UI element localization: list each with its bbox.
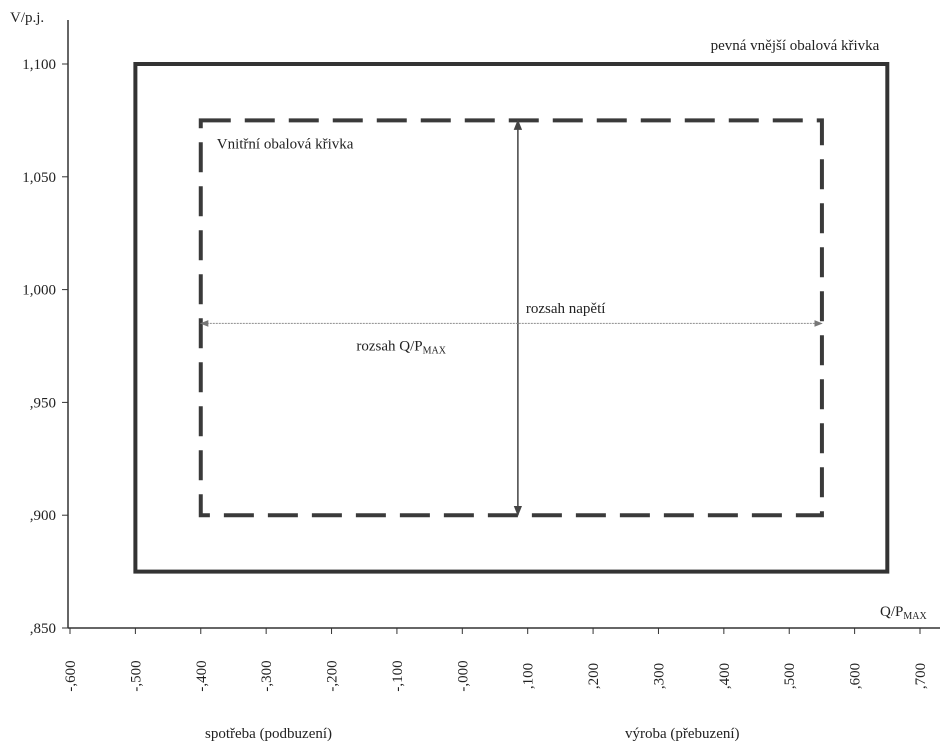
x-tick-label: -,500 <box>128 660 144 691</box>
x-axis-label: Q/PMAX <box>880 604 927 622</box>
legend-label: pevná vnější obalová křivka <box>711 38 880 54</box>
envelope <box>198 118 824 518</box>
x-tick-label: ,200 <box>586 663 602 689</box>
envelope <box>133 62 890 574</box>
x-tick-label: -,300 <box>259 660 275 691</box>
arrow-label-main: rozsah Q/P <box>356 338 422 354</box>
y-tick-label: 1,000 <box>22 283 56 299</box>
y-tick-label: 1,050 <box>22 170 56 186</box>
y-axis-label: V/p.j. <box>10 10 44 26</box>
x-tick-label: -,000 <box>455 660 471 691</box>
x-axis-label-sub: MAX <box>903 611 927 622</box>
arrow-label: rozsah napětí <box>526 301 606 317</box>
region-label: spotřeba (podbuzení) <box>205 726 332 742</box>
legend-label: Vnitřní obalová křivka <box>217 136 354 152</box>
y-tick-label: ,900 <box>30 508 56 524</box>
x-tick-label: -,400 <box>194 660 210 691</box>
region-label: výroba (přebuzení) <box>625 726 740 742</box>
x-tick-label: -,600 <box>63 660 79 691</box>
x-tick-label: ,500 <box>782 663 798 689</box>
x-axis-label-main: Q/P <box>880 604 903 620</box>
x-tick-label: -,200 <box>325 660 341 691</box>
x-tick-label: ,400 <box>717 663 733 689</box>
x-tick-label: ,300 <box>651 663 667 689</box>
y-tick-label: ,950 <box>30 395 56 411</box>
x-tick-label: ,100 <box>521 663 537 689</box>
x-tick-label: -,100 <box>390 660 406 691</box>
x-tick-label: ,600 <box>848 663 864 689</box>
arrow-label-sub: MAX <box>423 345 447 356</box>
arrow-label: rozsah Q/PMAX <box>356 338 446 356</box>
y-tick-label: 1,100 <box>22 57 56 73</box>
x-tick-label: ,700 <box>913 663 929 689</box>
arrow-label-main: rozsah napětí <box>526 301 606 317</box>
y-tick-label: ,850 <box>30 621 56 637</box>
